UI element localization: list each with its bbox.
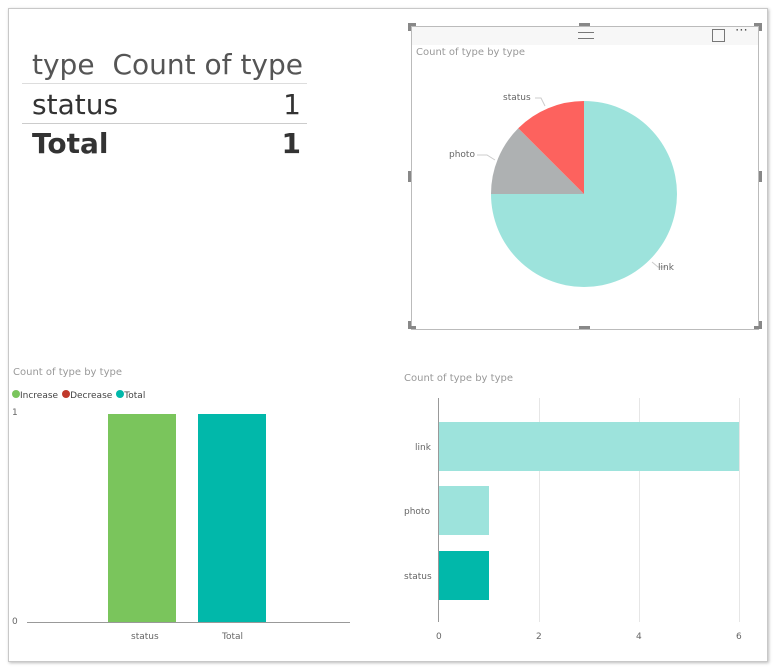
x-tick-label: Total <box>222 632 244 642</box>
more-options-icon[interactable]: ⋯ <box>735 23 748 38</box>
bar-status[interactable] <box>108 414 176 622</box>
pie-slice-photo[interactable] <box>491 128 584 194</box>
drag-handle-icon[interactable] <box>578 32 594 39</box>
leader-line <box>535 97 546 107</box>
resize-handle[interactable] <box>408 23 416 26</box>
resize-handle[interactable] <box>579 23 590 26</box>
column-header-type[interactable]: type <box>32 48 95 81</box>
legend-item-decrease[interactable]: Decrease <box>62 390 112 401</box>
pie-slice-status[interactable] <box>518 100 584 194</box>
resize-handle[interactable] <box>408 23 411 31</box>
x-tick-label: 4 <box>636 632 642 642</box>
pie-chart <box>477 97 677 287</box>
total-label: Total <box>32 127 109 160</box>
pie-visual[interactable]: ⋯ Count of type by type <box>411 23 759 330</box>
waterfall-chart <box>27 414 350 623</box>
leader-line <box>477 154 496 161</box>
report-page <box>8 8 768 662</box>
resize-handle[interactable] <box>754 326 762 329</box>
chart-title: Count of type by type <box>416 47 525 58</box>
bar-status[interactable] <box>439 551 489 600</box>
column-header-count[interactable]: Count of type <box>112 48 304 81</box>
y-tick-label: link <box>415 443 431 453</box>
horizontal-bar-chart <box>438 398 740 622</box>
resize-handle[interactable] <box>408 326 416 329</box>
x-tick-label: 6 <box>736 632 742 642</box>
table-cell-type: status <box>32 88 119 121</box>
divider <box>22 83 307 84</box>
legend: Increase Decrease Total <box>12 390 145 401</box>
pie-label-photo: photo <box>449 150 475 160</box>
legend-item-total[interactable]: Total <box>116 390 145 401</box>
resize-handle[interactable] <box>759 23 762 31</box>
table-cell-count: 1 <box>283 88 301 121</box>
bar-photo[interactable] <box>439 486 489 535</box>
x-tick-label: 0 <box>436 632 442 642</box>
y-tick-label: photo <box>404 507 430 517</box>
bar-total[interactable] <box>198 414 266 622</box>
chart-title: Count of type by type <box>13 367 122 378</box>
resize-handle[interactable] <box>579 326 590 329</box>
bar-link[interactable] <box>439 422 739 471</box>
y-tick-label: 1 <box>12 408 18 418</box>
visual-header <box>412 27 758 45</box>
leader-line <box>651 261 666 268</box>
total-count: 1 <box>281 127 301 160</box>
x-tick-label: status <box>131 632 159 642</box>
resize-handle[interactable] <box>759 321 762 329</box>
resize-handle[interactable] <box>408 321 411 329</box>
x-tick-label: 2 <box>536 632 542 642</box>
focus-mode-icon[interactable] <box>712 29 725 42</box>
pie-label-status: status <box>503 93 531 103</box>
legend-item-increase[interactable]: Increase <box>12 390 58 401</box>
resize-handle[interactable] <box>408 171 411 182</box>
y-tick-label: 0 <box>12 617 18 627</box>
y-tick-label: status <box>404 572 432 582</box>
resize-handle[interactable] <box>759 171 762 182</box>
chart-title: Count of type by type <box>404 373 513 384</box>
divider <box>22 123 307 124</box>
pie-label-link: link <box>658 263 674 273</box>
resize-handle[interactable] <box>754 23 762 26</box>
